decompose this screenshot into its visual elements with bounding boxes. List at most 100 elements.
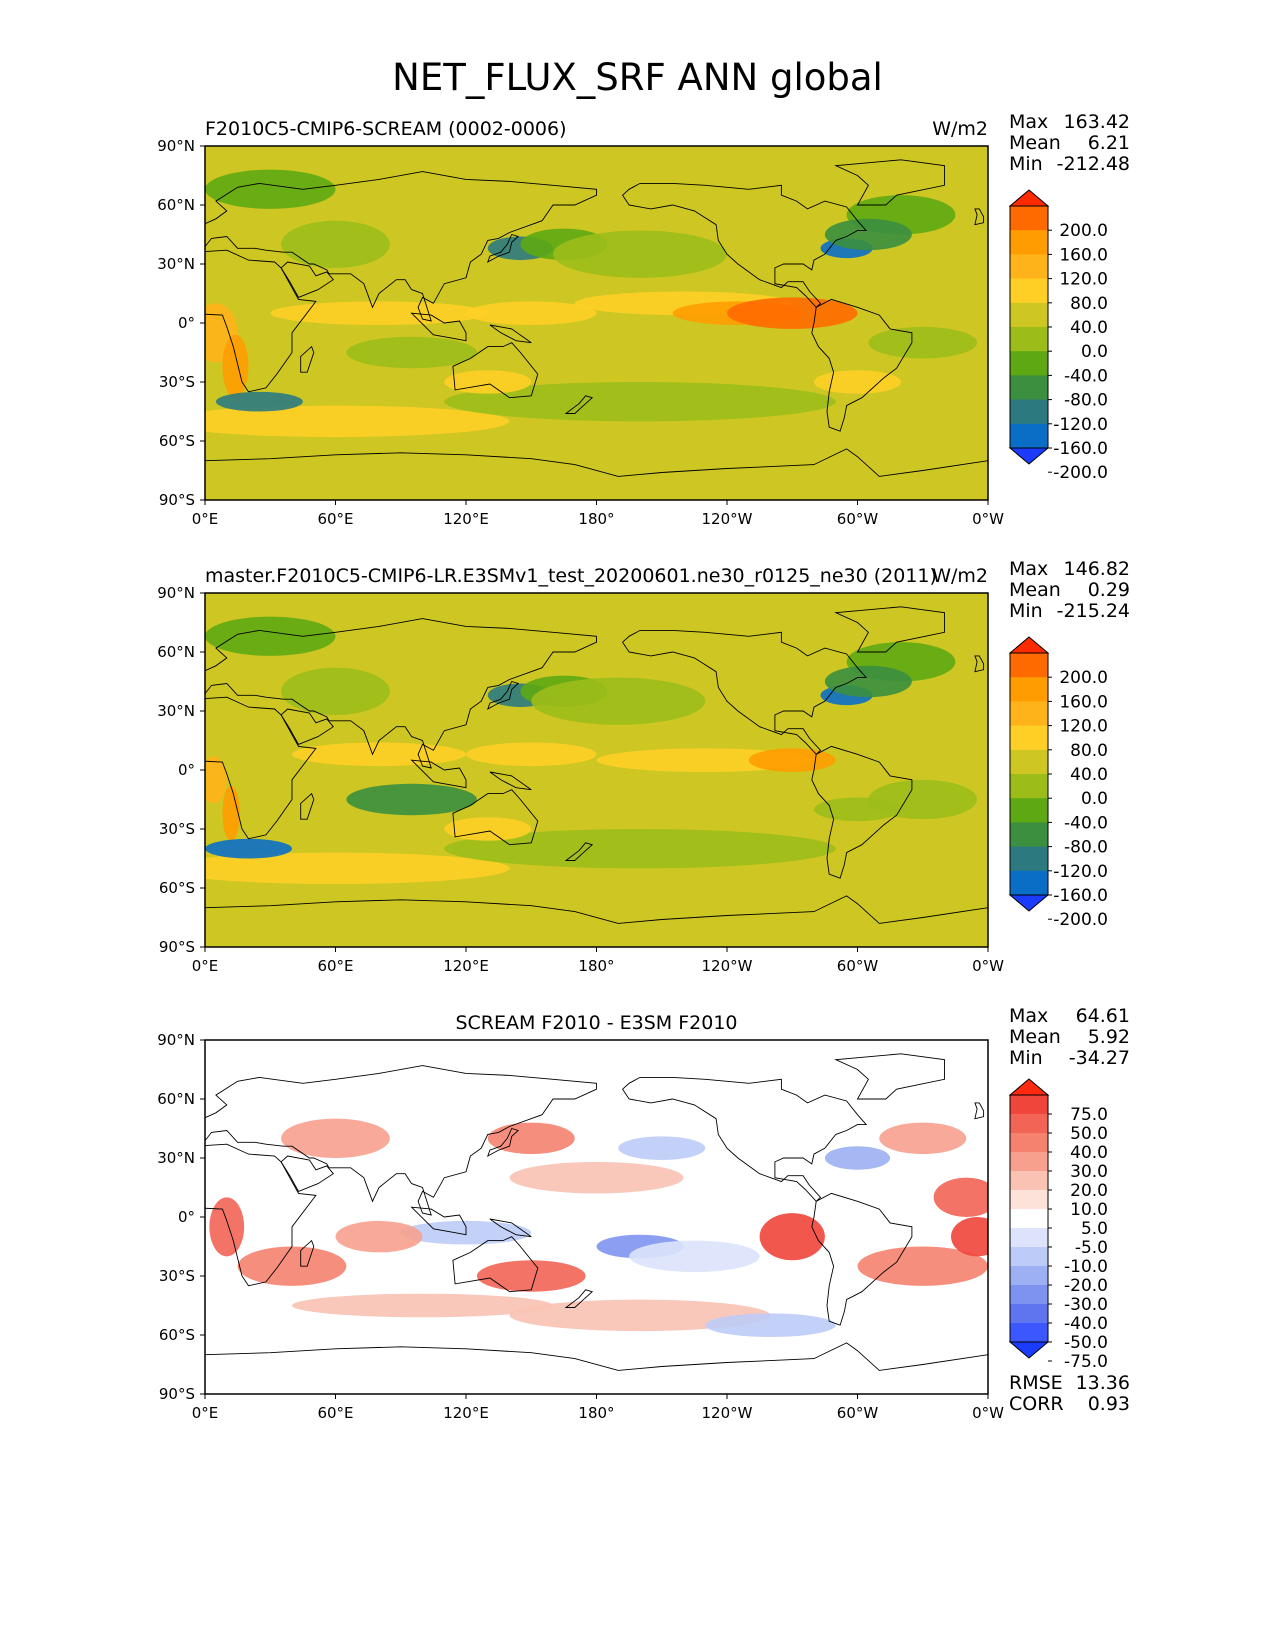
lat-tick-label: 30°S <box>159 820 195 838</box>
stat-label: Max <box>1009 558 1048 580</box>
lat-tick-label: 30°N <box>157 702 195 720</box>
colorbar-label: -10.0 <box>1064 1257 1108 1277</box>
coastline-north-america <box>622 629 868 755</box>
colorbar-label: 40.0 <box>1070 765 1108 785</box>
coastline-greenland <box>834 606 945 653</box>
colorbar-label: 80.0 <box>1070 741 1108 761</box>
colorbar-swatch <box>1010 230 1048 255</box>
lon-tick-label: 180° <box>578 510 614 528</box>
colorbar-label: 0.0 <box>1081 789 1108 809</box>
colorbar-swatch <box>1010 1304 1048 1324</box>
coastline-indonesia <box>410 1206 467 1236</box>
bottom-stat-value: 0.93 <box>1088 1393 1130 1415</box>
coastline-new-zealand <box>564 1289 594 1308</box>
coastline-africa <box>205 696 317 840</box>
lon-tick-label: 0°E <box>192 510 219 528</box>
page-title: NET_FLUX_SRF ANN global <box>392 56 883 99</box>
colorbar-swatch <box>1010 1152 1048 1172</box>
stat-value: 146.82 <box>1064 558 1130 580</box>
field-region <box>759 1213 825 1261</box>
coastline-australia <box>452 1236 539 1293</box>
map-panel-2: 90°N 60°N 30°N 0° 30°S 60°S 90°S0°E 60°E 120°E 18… <box>157 558 1130 975</box>
field-region <box>281 1118 390 1159</box>
colorbar-swatch <box>1010 1171 1048 1191</box>
stat-value: -215.24 <box>1057 600 1130 622</box>
coastline-arabia <box>280 261 334 298</box>
field-region <box>205 756 227 804</box>
coastline-japan <box>486 1127 520 1157</box>
stat-value: -34.27 <box>1069 1047 1130 1069</box>
stat-value: 6.21 <box>1088 132 1130 154</box>
coastline-new-guinea <box>489 771 532 791</box>
coastline-britain <box>974 655 985 673</box>
colorbar-label: -5.0 <box>1075 1238 1108 1258</box>
colorbar-label: -30.0 <box>1064 1295 1108 1315</box>
colorbar-swatch <box>1010 725 1048 751</box>
coastline-greenland <box>834 159 945 206</box>
lat-tick-label: 0° <box>178 1208 195 1226</box>
lon-tick-label: 60°E <box>317 957 353 975</box>
colorbar-swatch <box>1010 1247 1048 1267</box>
field-region <box>205 852 510 885</box>
lon-tick-label: 60°E <box>317 1404 353 1422</box>
colorbar-swatch <box>1010 1228 1048 1248</box>
lat-tick-label: 90°N <box>157 137 195 155</box>
stat-value: 163.42 <box>1064 111 1130 133</box>
stat-value: 0.29 <box>1088 579 1130 601</box>
map-panel-1: 90°N 60°N 30°N 0° 30°S 60°S 90°S0°E 60°E 120°E 18… <box>157 111 1130 528</box>
lon-tick-label: 120°W <box>702 510 753 528</box>
lon-tick-label: 60°W <box>837 1404 879 1422</box>
colorbar-label: 30.0 <box>1070 1162 1108 1182</box>
field-region <box>335 1220 423 1253</box>
lat-tick-label: 60°S <box>159 1326 195 1344</box>
panel-title: F2010C5-CMIP6-SCREAM (0002-0006) <box>205 118 567 140</box>
colorbar-swatch <box>1010 254 1048 280</box>
stat-value: 5.92 <box>1088 1026 1130 1048</box>
field-region <box>346 783 477 816</box>
lon-tick-label: 180° <box>578 1404 614 1422</box>
field-region <box>748 748 836 772</box>
field-region <box>509 1161 684 1194</box>
field-region <box>824 1146 891 1170</box>
field-region <box>222 785 240 841</box>
colorbar-label: -160.0 <box>1053 886 1108 906</box>
coastline-britain <box>974 208 985 226</box>
colorbar-top-extension <box>1008 1078 1050 1096</box>
lat-tick-label: 30°S <box>159 1267 195 1285</box>
field-region <box>629 1240 760 1273</box>
colorbar-frame <box>1009 1094 1049 1343</box>
colorbar-top-extension <box>1008 189 1050 207</box>
map-field <box>205 606 988 947</box>
lat-tick-label: 60°N <box>157 1090 195 1108</box>
stat-label: Max <box>1009 111 1048 133</box>
colorbar-swatch <box>1010 1323 1048 1343</box>
field-region <box>553 230 727 278</box>
colorbar-label: 80.0 <box>1070 294 1108 314</box>
coastline-madagascar <box>300 1239 315 1267</box>
lon-tick-label: 120°W <box>702 957 753 975</box>
coastline-new-zealand <box>564 395 594 414</box>
lon-tick-label: 0°W <box>972 1404 1004 1422</box>
field-region <box>466 301 597 325</box>
field-region <box>346 336 477 369</box>
colorbar-label: 0.0 <box>1081 342 1108 362</box>
lat-tick-label: 0° <box>178 314 195 332</box>
field-region <box>727 297 858 329</box>
lat-tick-label: 60°N <box>157 643 195 661</box>
colorbar-swatch <box>1010 798 1048 823</box>
field-region <box>292 1293 553 1318</box>
colorbar-swatch <box>1010 327 1048 352</box>
coastline-indonesia <box>410 312 467 342</box>
map-panel-3: 90°N 60°N 30°N 0° 30°S 60°S 90°S0°E 60°E 120°E 18… <box>157 1005 1130 1422</box>
coastline-europe-asia <box>205 171 597 322</box>
coastline-australia <box>452 342 539 399</box>
colorbar-swatch <box>1010 1266 1048 1286</box>
bottom-stat-label: RMSE <box>1009 1372 1063 1394</box>
panel-title: SCREAM F2010 - E3SM F2010 <box>455 1012 737 1034</box>
coastline-antarctica <box>205 448 988 500</box>
colorbar-swatch <box>1010 351 1048 376</box>
lat-tick-label: 30°S <box>159 373 195 391</box>
field-region <box>857 1246 988 1286</box>
colorbar-swatch <box>1010 870 1048 896</box>
